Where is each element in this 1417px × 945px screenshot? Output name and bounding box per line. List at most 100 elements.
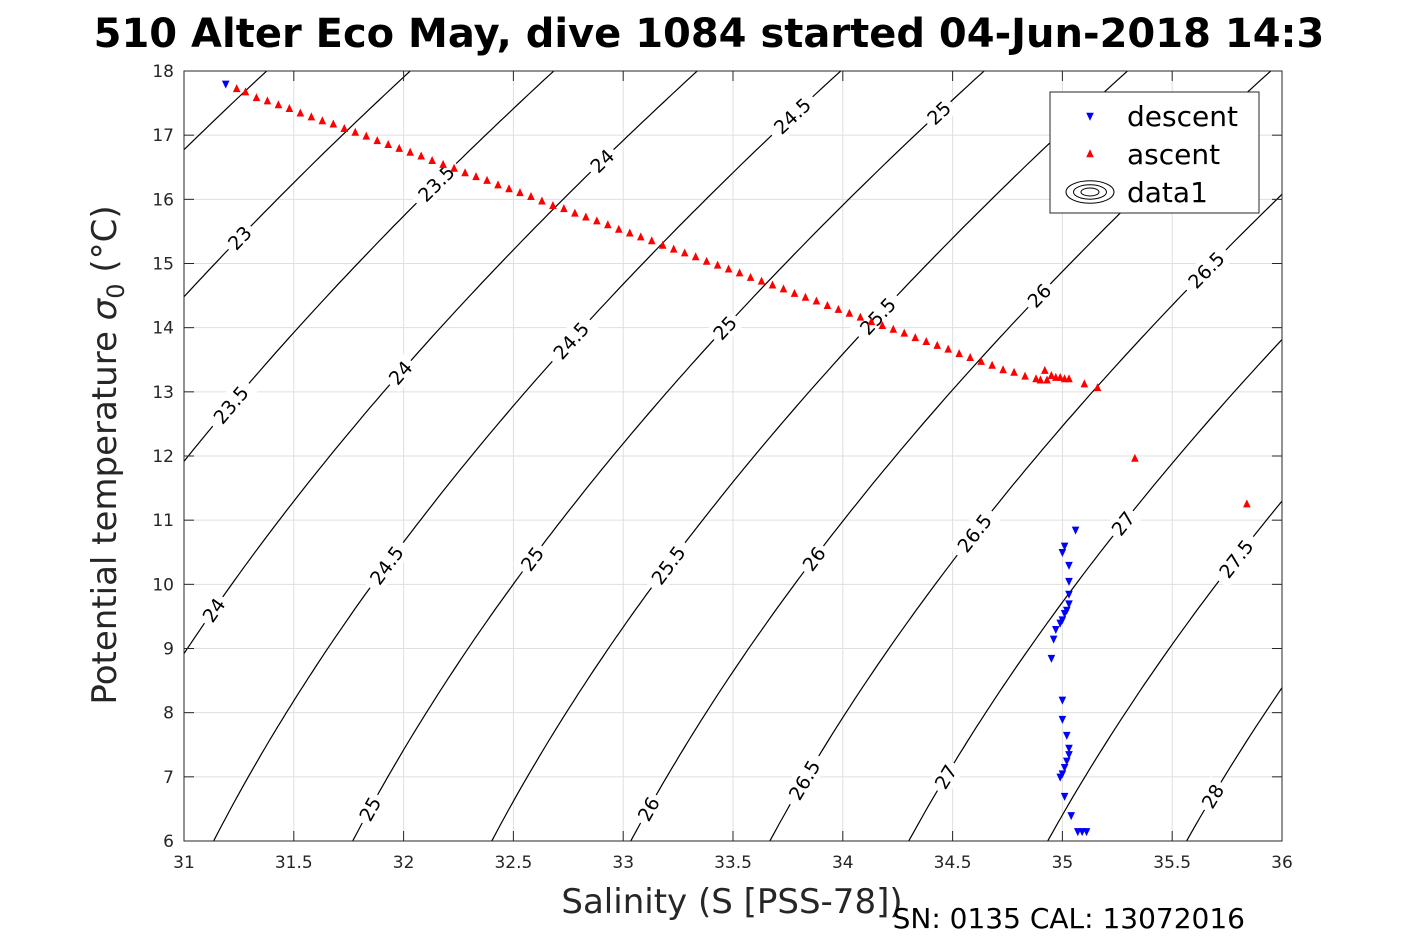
ascent-point xyxy=(658,240,667,249)
ascent-point xyxy=(955,349,963,358)
descent-point xyxy=(1056,773,1065,782)
descent-point xyxy=(1065,577,1073,586)
ascent-point xyxy=(549,200,557,209)
descent-point xyxy=(1082,828,1091,837)
ascent-point xyxy=(1036,375,1045,384)
ascent-point xyxy=(911,333,920,342)
ascent-point xyxy=(505,184,513,193)
ascent-point xyxy=(263,96,272,105)
descent-point xyxy=(221,80,230,89)
descent-point xyxy=(1060,764,1069,773)
ascent-point xyxy=(1243,499,1251,508)
legend-label: data1 xyxy=(1127,176,1208,209)
ascent-point xyxy=(1032,374,1040,383)
contour-label-bg xyxy=(512,538,552,579)
ascent-point xyxy=(702,256,711,265)
series-ascent xyxy=(232,84,1251,508)
contour-label-bg xyxy=(407,155,465,212)
contour-label-bg xyxy=(779,749,829,811)
contour-line xyxy=(491,71,1129,841)
descent-point xyxy=(1065,600,1073,609)
ascent-point xyxy=(779,284,788,293)
ascent-point xyxy=(450,163,458,172)
ascent-point xyxy=(999,365,1007,374)
x-tick-label: 35.5 xyxy=(1153,853,1191,873)
ascent-point xyxy=(417,151,425,160)
descent-point xyxy=(1047,654,1056,663)
ascent-point xyxy=(1093,383,1102,392)
contour-label-bg xyxy=(219,217,260,258)
ascent-point xyxy=(812,296,821,305)
ascent-point xyxy=(900,328,909,337)
descent-point xyxy=(1052,626,1060,635)
descent-point xyxy=(1060,610,1069,619)
ascent-point xyxy=(406,147,414,156)
ascent-point xyxy=(845,308,854,317)
ascent-point xyxy=(1010,367,1018,376)
ascent-point xyxy=(1065,374,1073,383)
contour-line xyxy=(184,71,699,655)
ascent-point xyxy=(933,340,942,349)
x-tick-label: 36 xyxy=(1271,853,1293,873)
contour-label-bg xyxy=(1194,776,1232,816)
ascent-point xyxy=(296,108,305,117)
contour-line xyxy=(184,71,412,298)
legend-item-descent: descent xyxy=(1086,100,1238,133)
x-tick-label: 34 xyxy=(832,853,854,873)
ascent-point xyxy=(713,260,722,269)
ascent-point xyxy=(966,353,974,362)
x-tick-label: 35 xyxy=(1052,853,1074,873)
ascent-point xyxy=(384,139,393,148)
legend-label: descent xyxy=(1127,100,1238,133)
contour-label-bg xyxy=(1209,529,1263,589)
legend-marker-icon xyxy=(1086,112,1094,121)
ascent-point xyxy=(340,123,349,132)
ascent-point xyxy=(889,324,898,333)
contour-line xyxy=(908,338,1282,841)
ascent-point xyxy=(625,228,634,237)
ascent-point xyxy=(878,320,887,329)
contour-label-bg xyxy=(360,535,413,595)
ascent-point xyxy=(494,180,502,189)
descent-point xyxy=(1060,792,1069,801)
y-axis-title-subscript: 0 xyxy=(102,283,130,298)
x-tick-label: 34.5 xyxy=(934,853,972,873)
y-tick-label: 11 xyxy=(152,511,174,531)
ascent-point xyxy=(560,204,568,213)
ascent-point xyxy=(582,212,590,221)
ascent-point xyxy=(461,168,469,177)
ascent-point xyxy=(307,112,316,121)
ascent-point xyxy=(516,188,524,197)
descent-point xyxy=(1056,619,1065,628)
descent-point xyxy=(1058,549,1067,558)
ascent-point xyxy=(1041,365,1049,374)
data-series xyxy=(221,80,1251,837)
x-tick-label: 32.5 xyxy=(494,853,532,873)
y-tick-label: 13 xyxy=(152,383,174,403)
axes xyxy=(183,70,1283,842)
legend-contour-icon xyxy=(1080,187,1100,197)
legend-items: descent ascent data1 xyxy=(1065,100,1238,209)
contour-label-bg xyxy=(1019,275,1059,316)
contour-label-bg xyxy=(582,141,622,181)
x-axis-title: Salinity (S [PSS-78]) xyxy=(561,882,902,922)
ascent-point xyxy=(669,244,678,253)
ascent-point xyxy=(439,159,447,168)
y-axis-title: Potential temperature σ0 (°C) xyxy=(85,205,130,704)
ascent-point xyxy=(428,156,436,165)
ascent-point xyxy=(285,104,294,113)
ascent-point xyxy=(274,100,283,109)
ascent-point xyxy=(680,248,689,257)
ascent-point xyxy=(1080,379,1089,388)
y-tick-label: 16 xyxy=(152,190,174,210)
y-tick-label: 14 xyxy=(152,319,174,339)
ascent-point xyxy=(593,216,601,225)
ascent-point xyxy=(232,84,241,93)
legend: descent ascent data1 xyxy=(1049,91,1260,214)
ascent-point xyxy=(241,87,250,96)
contour-label-bg xyxy=(947,503,1002,563)
descent-point xyxy=(1058,715,1067,724)
descent-point xyxy=(1071,526,1080,535)
y-tick-label: 15 xyxy=(152,255,174,275)
x-tick-label: 32 xyxy=(393,853,415,873)
